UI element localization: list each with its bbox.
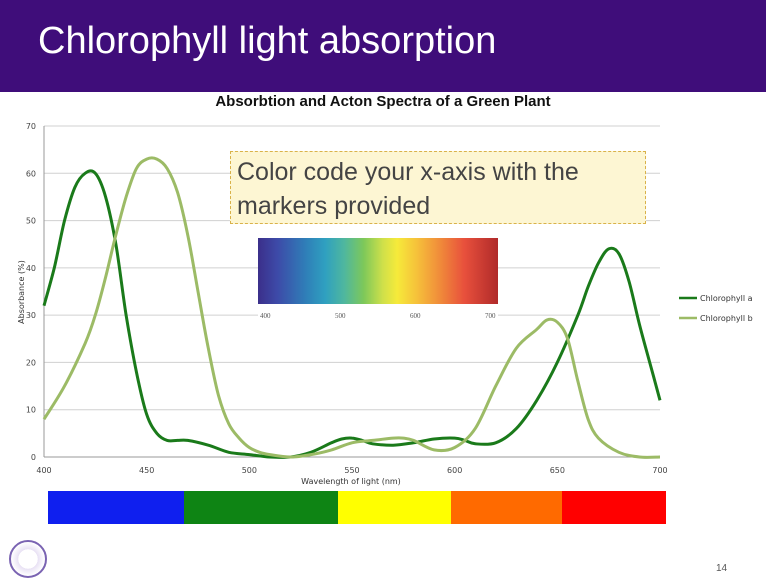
- y-tick-label: 30: [26, 311, 36, 320]
- x-tick-label: 650: [550, 466, 565, 475]
- x-tick-label: 400: [36, 466, 51, 475]
- x-tick-label: 500: [242, 466, 257, 475]
- x-tick-label: 450: [139, 466, 154, 475]
- university-seal-logo: [9, 540, 47, 578]
- chart-title: Absorbtion and Acton Spectra of a Green …: [215, 93, 551, 110]
- y-tick-label: 10: [26, 406, 36, 415]
- spectrum-scale: 400 500 600 700: [258, 304, 498, 324]
- x-tick-label: 700: [652, 466, 667, 475]
- y-tick-label: 60: [26, 169, 36, 178]
- spectrum-scale-label: 600: [410, 312, 421, 320]
- y-tick-label: 20: [26, 358, 36, 367]
- legend-label: Chlorophyll b: [700, 314, 753, 323]
- page-number: 14: [716, 563, 728, 574]
- x-tick-label: 600: [447, 466, 462, 475]
- spectrum-scale-label: 400: [260, 312, 271, 320]
- color-bar-yellow: [338, 491, 451, 524]
- y-tick-label: 0: [31, 453, 36, 462]
- x-tick-label: 550: [344, 466, 359, 475]
- y-tick-label: 50: [26, 217, 36, 226]
- color-bar-red: [562, 491, 666, 524]
- instruction-note: Color code your x-axis with the markers …: [230, 151, 646, 224]
- series-line-chlorophyll-b: [42, 156, 661, 459]
- y-tick-label: 70: [26, 122, 36, 131]
- color-bar-green: [184, 491, 338, 524]
- legend-label: Chlorophyll a: [700, 294, 753, 303]
- series-line-chlorophyll-a: [42, 169, 662, 459]
- title-bar: [0, 0, 766, 92]
- y-axis-label: Absorbance (%): [17, 260, 26, 324]
- visible-spectrum-image: [258, 238, 498, 304]
- spectrum-scale-label: 700: [485, 312, 496, 320]
- slide-title: Chlorophyll light absorption: [38, 20, 497, 62]
- y-tick-label: 40: [26, 264, 36, 273]
- color-bar-blue: [48, 491, 184, 524]
- x-axis-label: Wavelength of light (nm): [301, 477, 401, 486]
- color-bar-orange: [451, 491, 562, 524]
- spectrum-scale-label: 500: [335, 312, 346, 320]
